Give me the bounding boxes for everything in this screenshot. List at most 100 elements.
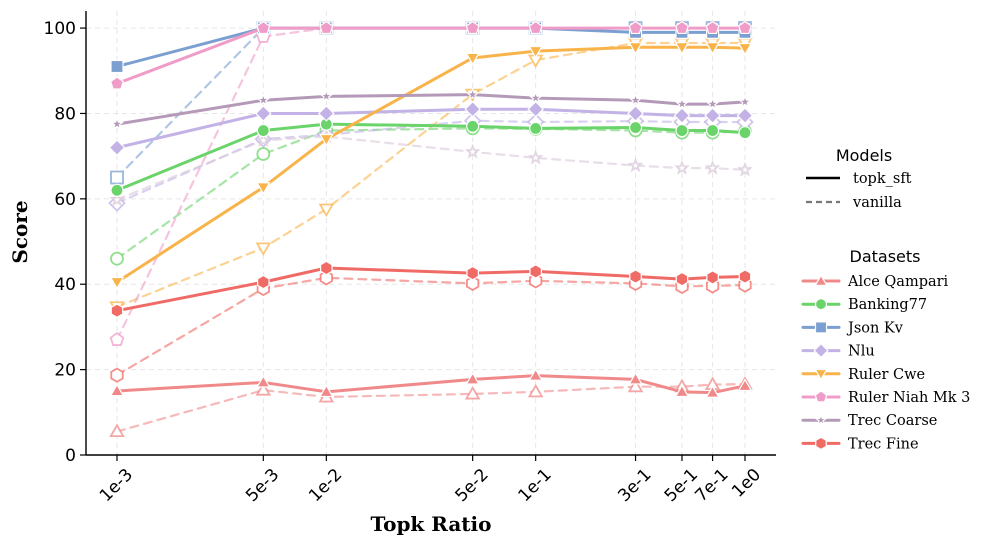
series-line	[115, 383, 747, 433]
star-marker	[704, 159, 721, 175]
x-tick-label: 1e-1	[515, 465, 556, 506]
circle-marker	[738, 126, 752, 140]
legend-dataset-label: Ruler Niah Mk 3	[848, 390, 970, 406]
y-tick-label: 100	[44, 19, 76, 39]
diamond-marker	[736, 107, 754, 124]
triangle-down-marker	[705, 42, 720, 55]
circle-marker	[256, 123, 270, 138]
star-marker	[527, 149, 544, 165]
star-marker	[256, 92, 271, 107]
star-marker	[814, 413, 828, 426]
triangle-up-marker	[737, 378, 753, 392]
triangle-down-marker	[465, 52, 480, 66]
pentagon-marker	[110, 76, 124, 90]
series-trec-coarse-vanilla	[109, 128, 753, 207]
star-marker	[674, 96, 690, 111]
x-tick-label: 5e-3	[242, 465, 283, 506]
triangle-down-marker	[256, 182, 271, 195]
star-marker	[627, 157, 644, 173]
hexagon-marker	[815, 436, 827, 451]
circle-marker	[256, 147, 271, 161]
axes-layer	[85, 11, 776, 456]
pentagon-marker	[528, 20, 543, 35]
hexagon-marker	[706, 270, 719, 285]
series-nlu-topk_sft	[108, 100, 754, 156]
triangle-up-marker	[464, 385, 481, 400]
circle-marker	[675, 123, 689, 138]
y-tick-label: 20	[54, 361, 76, 381]
legend-dataset-label: Nlu	[848, 344, 875, 360]
triangle-down-marker	[628, 42, 643, 55]
hexagon-marker	[529, 273, 543, 289]
y-tick-label: 0	[65, 446, 76, 466]
triangle-down-marker	[109, 276, 125, 290]
hexagon-marker	[257, 274, 270, 290]
series-line	[115, 374, 747, 395]
triangle-up-marker	[627, 378, 644, 393]
diamond-marker	[108, 139, 126, 156]
legend-models: Models topk_sft vanilla	[806, 146, 912, 211]
hexagon-marker	[320, 260, 333, 276]
hexagon-marker	[675, 271, 689, 287]
triangle-up-marker	[109, 383, 125, 397]
triangle-up-marker	[319, 384, 334, 398]
y-tick-label: 80	[54, 104, 76, 124]
diamond-marker	[317, 105, 335, 122]
star-marker	[705, 96, 720, 111]
star-marker	[465, 87, 480, 101]
triangle-down-marker	[737, 42, 753, 56]
series-banking77-vanilla	[110, 121, 752, 266]
series-line	[115, 276, 747, 377]
triangle-up-marker	[814, 274, 828, 286]
pentagon-marker	[109, 332, 125, 346]
hexagon-marker	[319, 270, 333, 286]
hexagon-marker	[466, 265, 479, 281]
legend-dataset-label: Banking77	[848, 297, 927, 313]
series-trec-fine-topk_sft	[110, 260, 752, 318]
legend-dataset-label: Trec Fine	[848, 436, 919, 452]
triangle-down-marker	[255, 242, 272, 256]
series-ruler-niah-mk-3-topk_sft	[110, 20, 752, 90]
y-axis-title: Score	[8, 200, 32, 263]
circle-marker	[814, 298, 828, 311]
pentagon-marker	[319, 20, 334, 35]
hexagon-marker	[629, 269, 642, 284]
series-line	[115, 26, 747, 86]
x-tick-label: 3e-1	[614, 465, 655, 506]
triangle-up-marker	[109, 423, 125, 438]
triangle-down-marker	[528, 45, 543, 59]
hexagon-marker	[738, 269, 752, 284]
legend-dataset-label: Trec Coarse	[848, 413, 937, 429]
triangle-up-marker	[255, 382, 272, 396]
star-marker	[109, 191, 125, 207]
triangle-down-marker	[319, 133, 334, 147]
diamond-marker	[527, 100, 545, 118]
star-marker	[737, 94, 753, 108]
square-marker	[110, 170, 124, 185]
triangle-down-marker	[674, 42, 690, 55]
triangle-up-marker	[705, 385, 720, 398]
legend-datasets-title: Datasets	[850, 247, 921, 266]
legend-dataset-label: Json Kv	[846, 320, 904, 336]
x-tick-label: 5e-2	[451, 465, 492, 506]
x-tick-label: 1e-3	[96, 465, 137, 506]
hexagon-marker	[110, 303, 124, 318]
legend-model-label: vanilla	[852, 195, 902, 211]
star-marker	[628, 92, 643, 107]
circle-marker	[705, 123, 720, 138]
legend-model-label: topk_sft	[853, 171, 912, 187]
x-tick-label: 1e0	[728, 465, 765, 502]
star-marker	[464, 143, 481, 159]
x-tick-label: 7e-1	[691, 465, 732, 506]
y-tick-label: 60	[54, 190, 76, 210]
pentagon-marker	[675, 20, 689, 35]
diamond-marker	[813, 342, 829, 359]
triangle-down-marker	[318, 203, 335, 218]
series-trec-fine-vanilla	[110, 270, 752, 383]
star-marker	[674, 159, 690, 175]
legend-datasets: Datasets Alce Qampari Banking77 Json Kv Nlu…	[801, 247, 970, 452]
series-line	[115, 122, 747, 192]
square-marker	[814, 321, 828, 334]
pentagon-marker	[465, 20, 480, 35]
